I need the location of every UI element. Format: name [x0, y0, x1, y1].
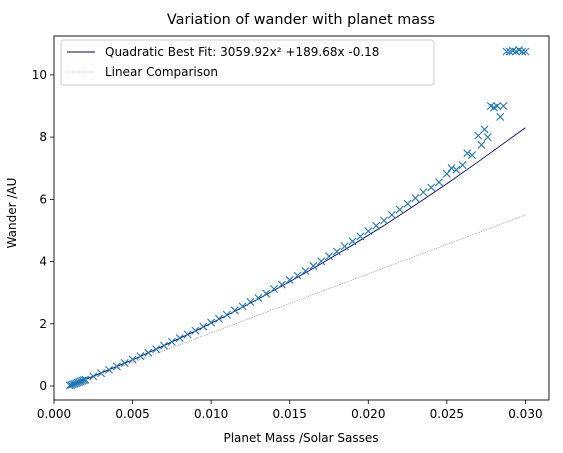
- data-point-marker: [395, 205, 404, 214]
- data-point-marker: [435, 178, 443, 187]
- data-point-marker: [325, 252, 333, 261]
- data-point-marker: [463, 149, 472, 158]
- data-point-marker: [144, 348, 153, 357]
- data-point-marker: [112, 362, 121, 371]
- chart-title: Variation of wander with planet mass: [167, 12, 435, 28]
- data-point-marker: [215, 314, 223, 323]
- data-point-marker: [340, 242, 349, 251]
- data-point-marker: [380, 216, 388, 225]
- data-point-marker: [521, 47, 530, 56]
- data-point-marker: [230, 306, 239, 315]
- data-point-marker: [427, 183, 436, 192]
- data-point-marker: [477, 140, 486, 149]
- data-point-marker: [309, 261, 318, 270]
- y-axis-ticks: 0 2 4 6 8 10: [32, 68, 54, 393]
- data-point-marker: [483, 133, 492, 142]
- data-point-marker: [332, 247, 341, 256]
- data-point-marker: [160, 341, 168, 350]
- data-point-marker: [480, 125, 489, 134]
- data-point-marker: [364, 227, 373, 236]
- data-point-marker: [474, 131, 483, 140]
- data-point-marker: [105, 365, 113, 374]
- data-point-marker: [387, 210, 396, 219]
- y-tick-label: 6: [39, 192, 47, 206]
- data-point-marker: [183, 330, 192, 339]
- x-tick-label: 0.010: [194, 407, 228, 421]
- data-point-marker: [502, 47, 511, 56]
- x-tick-label: 0.030: [508, 407, 542, 421]
- data-point-marker: [222, 310, 231, 319]
- plot-area: [53, 35, 550, 401]
- data-point-marker: [458, 161, 467, 170]
- data-point-marker: [254, 293, 263, 302]
- y-axis-label: Wander /AU: [5, 178, 19, 249]
- data-point-marker: [452, 165, 461, 174]
- data-point-marker: [468, 151, 476, 160]
- data-point-marker: [238, 302, 247, 311]
- data-point-marker: [152, 345, 161, 354]
- data-point-marker: [419, 188, 428, 197]
- x-tick-label: 0.020: [351, 407, 385, 421]
- linear-comparison-line: [69, 214, 526, 387]
- legend-linear-label: Linear Comparison: [105, 65, 218, 79]
- data-point-marker: [293, 271, 302, 280]
- data-point-marker: [136, 352, 145, 361]
- data-point-marker: [89, 372, 98, 381]
- data-point-marker: [79, 376, 88, 385]
- y-tick-label: 0: [39, 379, 47, 393]
- data-point-marker: [317, 257, 326, 266]
- data-point-marker: [270, 284, 278, 293]
- data-point-marker: [207, 318, 216, 327]
- y-tick-label: 2: [39, 317, 47, 331]
- data-point-marker: [499, 102, 508, 110]
- data-point-marker: [301, 266, 310, 275]
- data-point-marker: [277, 280, 286, 289]
- data-point-marker: [262, 289, 271, 298]
- legend: Quadratic Best Fit: 3059.92x² +189.68x -…: [60, 39, 435, 86]
- data-point-marker: [518, 47, 527, 56]
- data-point-marker: [493, 102, 502, 110]
- y-tick-label: 8: [39, 130, 47, 144]
- axes-frame: [53, 35, 550, 401]
- data-point-marker: [97, 369, 106, 378]
- data-point-marker: [348, 237, 357, 246]
- data-point-marker: [442, 169, 451, 178]
- data-point-marker: [120, 358, 129, 367]
- data-point-marker: [199, 322, 208, 331]
- data-point-marker: [81, 375, 90, 384]
- data-point-marker: [175, 334, 184, 343]
- x-tick-label: 0.005: [115, 407, 149, 421]
- data-point-marker: [411, 194, 420, 203]
- quadratic-fit-line: [69, 127, 526, 387]
- legend-quadratic-label: Quadratic Best Fit: 3059.92x² +189.68x -…: [105, 45, 379, 59]
- data-point-marker: [403, 199, 412, 208]
- data-point-marker: [356, 232, 365, 241]
- x-tick-label: 0.015: [273, 407, 307, 421]
- data-point-marker: [167, 337, 176, 346]
- data-point-marker: [285, 275, 294, 284]
- data-point-marker: [128, 355, 137, 364]
- legend-box: [60, 39, 435, 86]
- data-point-marker: [191, 326, 200, 335]
- data-point-marker: [246, 298, 255, 306]
- x-axis-ticks: 0.000 0.005 0.010 0.015 0.020 0.025 0.030: [37, 400, 543, 421]
- data-point-marker: [496, 112, 505, 121]
- data-point-marker: [447, 164, 456, 173]
- data-point-marker: [372, 221, 381, 230]
- y-tick-label: 4: [39, 255, 47, 269]
- x-tick-label: 0.000: [37, 407, 71, 421]
- x-axis-label: Planet Mass /Solar Sasses: [223, 431, 378, 445]
- x-tick-label: 0.025: [430, 407, 464, 421]
- y-tick-label: 10: [32, 68, 47, 82]
